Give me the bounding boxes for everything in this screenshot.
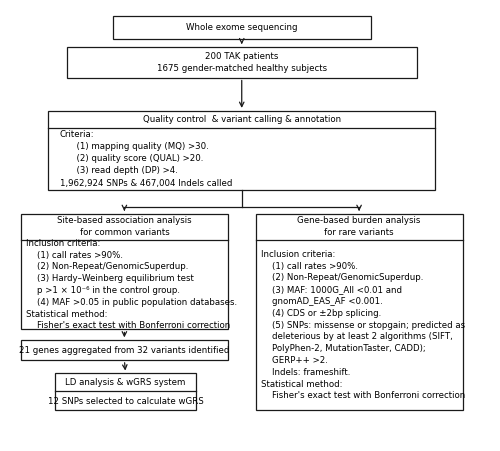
Bar	[21, 214, 228, 330]
Text: Gene-based burden analysis
for rare variants: Gene-based burden analysis for rare vari…	[298, 216, 421, 237]
Text: 21 genes aggregated from 32 variants identified: 21 genes aggregated from 32 variants ide…	[19, 345, 230, 354]
Bar	[113, 16, 370, 40]
Text: 12 SNPs selected to calculate wGRS: 12 SNPs selected to calculate wGRS	[48, 397, 203, 406]
Bar	[256, 214, 462, 410]
Text: Site-based association analysis
for common variants: Site-based association analysis for comm…	[57, 216, 192, 237]
Text: Inclusion criteria:
    (1) call rates >90%.
    (2) Non-Repeat/GenomicSuperdup.: Inclusion criteria: (1) call rates >90%.…	[26, 239, 238, 331]
Text: Whole exome sequencing: Whole exome sequencing	[186, 23, 298, 32]
Text: Inclusion criteria:
    (1) call rates >90%.
    (2) Non-Repeat/GenomicSuperdup.: Inclusion criteria: (1) call rates >90%.…	[261, 250, 466, 400]
Bar	[21, 340, 228, 360]
Bar	[48, 111, 435, 189]
Text: LD analysis & wGRS system: LD analysis & wGRS system	[66, 378, 186, 387]
Text: 200 TAK patients
1675 gender-matched healthy subjects: 200 TAK patients 1675 gender-matched hea…	[156, 52, 327, 73]
Text: Quality control  & variant calling & annotation: Quality control & variant calling & anno…	[142, 115, 341, 124]
Text: Criteria:
      (1) mapping quality (MQ) >30.
      (2) quality score (QUAL) >20: Criteria: (1) mapping quality (MQ) >30. …	[60, 130, 233, 188]
Bar	[67, 47, 416, 78]
Bar	[56, 373, 196, 410]
